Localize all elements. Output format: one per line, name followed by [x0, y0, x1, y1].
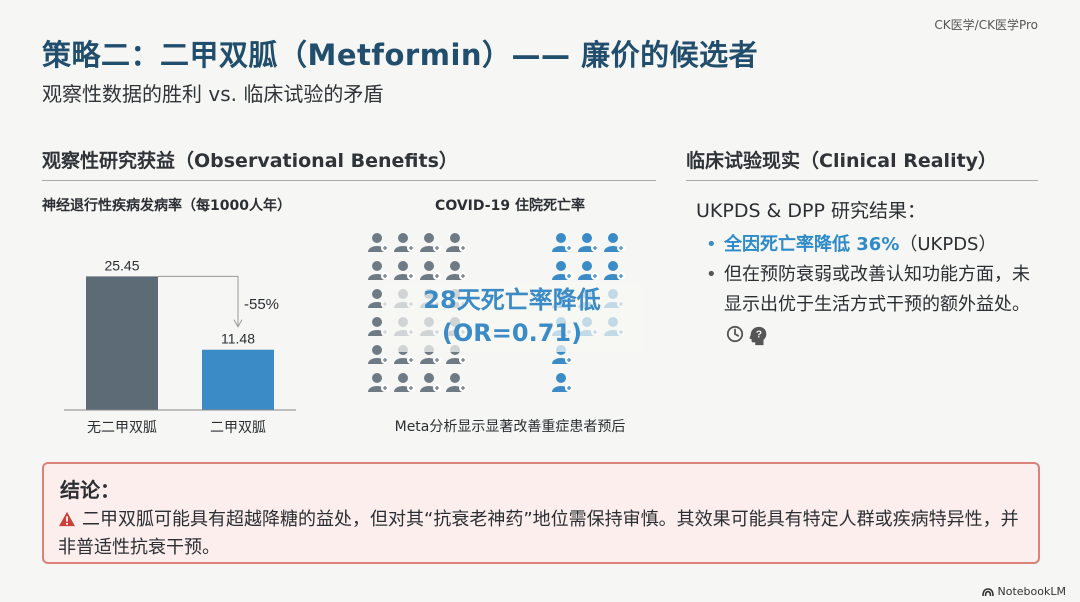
person-icon [578, 261, 599, 280]
brand-logo: NotebookLM [981, 585, 1066, 598]
clinical-section-title: 临床试验现实（Clinical Reality） [686, 150, 998, 172]
covid-overlay: 28天死亡率降低 (OR=0.71) [362, 280, 662, 347]
person-icon [552, 261, 573, 280]
watermark: CK医学/CK医学Pro [934, 18, 1038, 32]
clinical-heading: UKPDS & DPP 研究结果： [696, 200, 926, 222]
person-icon [420, 233, 441, 252]
observational-section-title: 观察性研究获益（Observational Benefits） [42, 150, 458, 172]
brain-head-icon: ? [749, 326, 767, 346]
bar-value-label: 25.45 [104, 257, 139, 273]
warning-icon [59, 511, 75, 527]
person-icon [552, 373, 573, 392]
chart-title: 神经退行性疾病发病率（每1000人年） [42, 198, 291, 214]
bullet-dot: • [706, 264, 717, 285]
bar [86, 276, 158, 410]
person-icon [604, 233, 625, 252]
reduction-arrowhead [233, 319, 243, 328]
svg-text:?: ? [756, 329, 762, 340]
person-icon [394, 233, 415, 252]
overlay-backdrop [382, 282, 642, 352]
frailty-text: 但在预防衰弱或改善认知功能方面，未显示出优于生活方式干预的额外益处。 [724, 264, 1030, 315]
person-icon [446, 373, 467, 392]
covid-overlay-line2: (OR=0.71) [441, 319, 583, 347]
category-label: 二甲双胍 [210, 420, 266, 436]
conclusion-box: 结论： 二甲双胍可能具有超越降糖的益处，但对其“抗衰老神药”地位需保持审慎。其效… [42, 462, 1040, 564]
bar-chart: 25.45 无二甲双胍 11.48 二甲双胍 -55% [64, 257, 296, 436]
person-icon [394, 373, 415, 392]
person-icon [394, 261, 415, 280]
conclusion-text: 二甲双胍可能具有超越降糖的益处，但对其“抗衰老神药”地位需保持审慎。其效果可能具… [58, 509, 1019, 558]
bar-value-label: 11.48 [221, 331, 255, 347]
page-subtitle: 观察性数据的胜利 vs. 临床试验的矛盾 [42, 82, 384, 106]
person-icon [368, 373, 389, 392]
list-item: • 但在预防衰弱或改善认知功能方面，未显示出优于生活方式干预的额外益处。 ? [706, 260, 1036, 350]
mortality-highlight: 全因死亡率降低 36% [724, 234, 900, 255]
clinical-list: • 全因死亡率降低 36%（UKPDS） • 但在预防衰弱或改善认知功能方面，未… [706, 230, 1036, 350]
person-icon [420, 373, 441, 392]
person-icon [368, 261, 389, 280]
conclusion-title: 结论： [60, 478, 120, 502]
list-item: • 全因死亡率降低 36%（UKPDS） [706, 230, 1036, 260]
person-icon [446, 345, 467, 364]
person-icon [578, 233, 599, 252]
reduction-connector [158, 275, 239, 326]
person-icon [420, 261, 441, 280]
person-icon [446, 233, 467, 252]
conclusion-body: 二甲双胍可能具有超越降糖的益处，但对其“抗衰老神药”地位需保持审慎。其效果可能具… [58, 506, 1026, 562]
section-divider [42, 180, 656, 181]
pictogram-grid [368, 233, 642, 392]
person-icon [604, 261, 625, 280]
person-icon [552, 233, 573, 252]
covid-overlay-line1: 28天死亡率降低 [423, 286, 601, 314]
bullet-dot: • [706, 234, 717, 255]
section-divider [686, 180, 1038, 181]
clock-icon [726, 325, 744, 343]
covid-caption: Meta分析显示显著改善重症患者预后 [394, 419, 626, 435]
mortality-source: （UKPDS） [899, 234, 997, 255]
person-icon [446, 261, 467, 280]
reduction-annotation: -55% [244, 296, 279, 313]
covid-title: COVID-19 住院死亡率 [435, 198, 585, 214]
notebooklm-icon [981, 587, 994, 596]
person-icon [368, 233, 389, 252]
page-title: 策略二：二甲双胍（Metformin）—— 廉价的候选者 [42, 38, 759, 72]
bar [202, 349, 274, 410]
category-label: 无二甲双胍 [87, 420, 157, 436]
person-icon [368, 345, 389, 364]
brand-name: NotebookLM [997, 585, 1066, 598]
